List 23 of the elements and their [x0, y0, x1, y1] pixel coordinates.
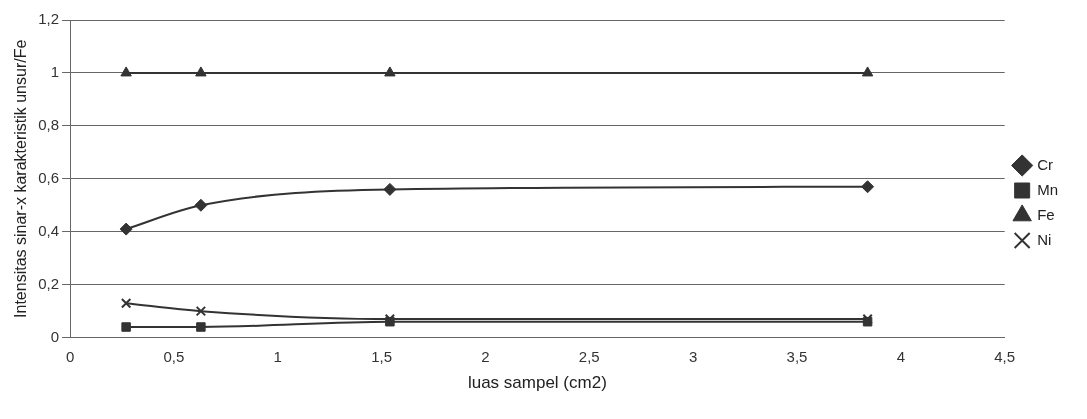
- x-tick-label: 0: [65, 347, 75, 365]
- y-tick-label: 1: [50, 63, 60, 81]
- y-tick-label: 0,2: [38, 274, 60, 292]
- y-tick-label: 0,4: [38, 221, 60, 239]
- y-tick-label: 0,8: [38, 116, 60, 134]
- x-tick-label: 4: [896, 347, 905, 365]
- legend-label: Cr: [1037, 155, 1053, 173]
- x-tick-label: 3: [688, 347, 698, 365]
- x-tick-label: 0,5: [163, 347, 185, 365]
- x-tick-label: 1: [273, 347, 282, 365]
- legend-label: Ni: [1037, 230, 1052, 248]
- x-axis-title: luas sampel (cm2): [467, 373, 607, 393]
- x-tick-label: 3,5: [786, 347, 808, 365]
- y-axis-title: Intensitas sinar-x karakteristik unsur/Fe: [12, 39, 30, 318]
- y-tick-label: 0: [50, 327, 60, 345]
- x-tick-label: 4,5: [994, 347, 1016, 365]
- x-tick-label: 2: [481, 347, 490, 365]
- x-tick-label: 2,5: [578, 347, 600, 365]
- legend-label: Mn: [1037, 180, 1059, 198]
- y-tick-label: 0,6: [38, 168, 60, 186]
- legend-label: Fe: [1037, 205, 1055, 223]
- y-tick-label: 1,2: [38, 10, 60, 28]
- x-tick-label: 1,5: [371, 347, 393, 365]
